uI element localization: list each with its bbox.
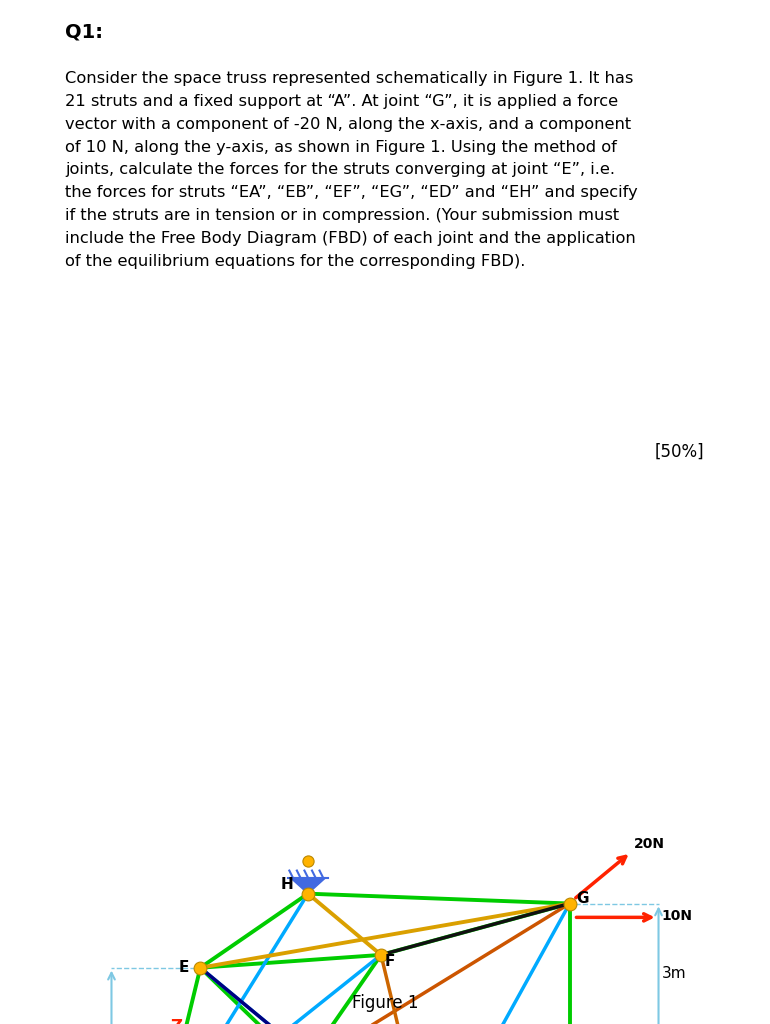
Point — [302, 886, 314, 902]
Text: F: F — [385, 954, 395, 970]
Text: Q1:: Q1: — [65, 23, 103, 41]
Text: 3m: 3m — [662, 966, 687, 981]
Text: Figure 1: Figure 1 — [352, 994, 418, 1012]
Point — [375, 946, 387, 963]
Text: Consider the space truss represented schematically in Figure 1. It has
21 struts: Consider the space truss represented sch… — [65, 72, 638, 268]
Text: Z: Z — [171, 1018, 182, 1024]
Text: 10N: 10N — [661, 909, 692, 924]
Text: G: G — [576, 891, 589, 906]
Text: H: H — [281, 878, 293, 892]
Text: E: E — [179, 961, 189, 975]
Text: 20N: 20N — [634, 838, 665, 851]
Text: [50%]: [50%] — [655, 442, 705, 461]
Point — [194, 959, 206, 976]
Point — [564, 895, 576, 911]
Polygon shape — [290, 878, 326, 894]
Point — [302, 853, 314, 869]
